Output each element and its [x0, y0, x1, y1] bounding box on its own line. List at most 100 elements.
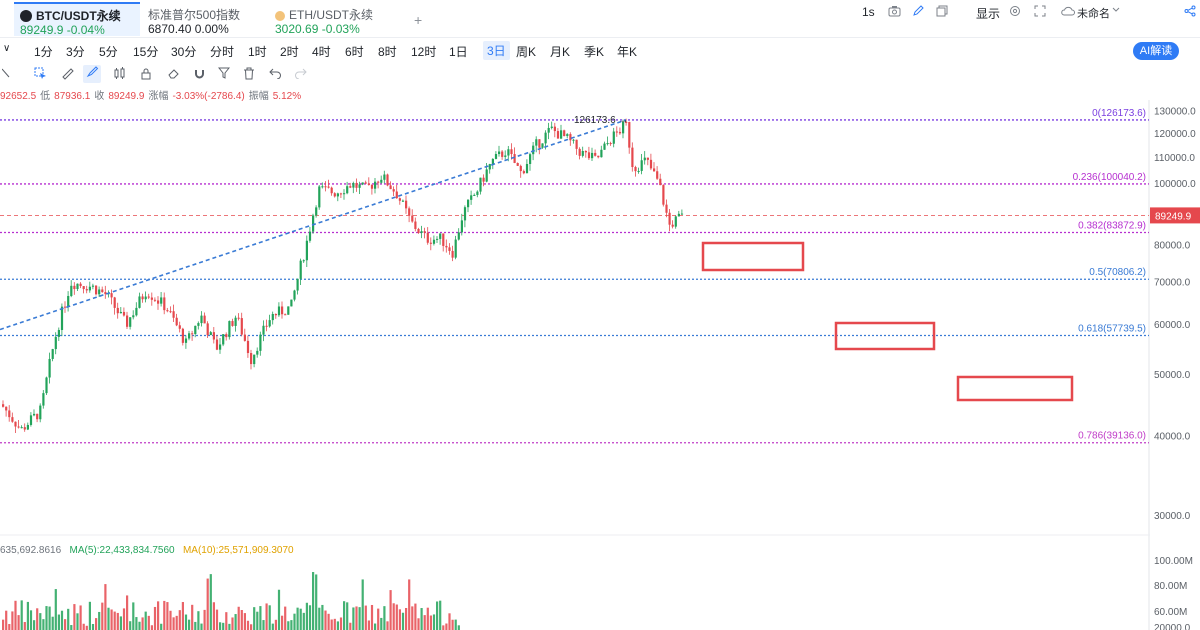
fullscreen-icon[interactable] — [1033, 5, 1047, 19]
lock-icon[interactable] — [139, 67, 153, 81]
candle-body — [253, 354, 256, 365]
candle-body — [336, 193, 339, 197]
candle-body — [153, 299, 157, 301]
ai-interpret-button[interactable]: AI解读 — [1133, 42, 1179, 60]
volume-bar — [110, 609, 113, 630]
volume-bar — [395, 604, 398, 630]
trash-icon[interactable] — [242, 67, 256, 81]
interval-2[interactable]: 5分 — [99, 45, 118, 59]
price-chart[interactable]: 0(126173.6) 0.236(100040.2) 0.382(83872.9)… — [0, 100, 1200, 630]
cloud-icon[interactable] — [1061, 5, 1075, 19]
candle-body — [296, 278, 299, 291]
fib-label: 0.382(83872.9) — [1078, 221, 1146, 232]
candle-body — [510, 149, 513, 155]
volume-bar — [45, 606, 48, 630]
interval-3[interactable]: 15分 — [133, 45, 159, 59]
volume-bar — [401, 612, 405, 630]
volume-bar — [178, 610, 181, 630]
interval-4[interactable]: 30分 — [171, 45, 197, 59]
candle-body — [315, 207, 318, 216]
tab-spx[interactable]: 标准普尔500指数 6870.40 0.00% — [148, 3, 268, 37]
interval-14[interactable]: 周K — [516, 45, 537, 59]
volume-bar — [231, 617, 234, 630]
candle-body — [256, 350, 259, 355]
candle-body — [504, 155, 507, 157]
candle-body — [101, 289, 104, 293]
volume-bar — [197, 611, 200, 630]
select-tool-icon[interactable] — [33, 67, 47, 81]
interval-15[interactable]: 月K — [550, 45, 571, 59]
add-tab-icon[interactable]: + — [414, 12, 423, 28]
fib-label: 0(126173.6) — [1092, 108, 1146, 119]
magnet-icon[interactable] — [192, 67, 206, 81]
interval-1[interactable]: 3分 — [66, 45, 85, 59]
fib-label: 0.786(39136.0) — [1078, 431, 1146, 442]
candle-body — [426, 232, 429, 243]
volume-value: 635,692.8616 — [0, 545, 62, 556]
highlight-box — [701, 241, 805, 272]
interval-13[interactable]: 3日 — [483, 41, 510, 60]
copy-icon[interactable] — [935, 5, 949, 19]
chevron-down-icon[interactable] — [1109, 5, 1123, 19]
candle-body — [364, 182, 367, 184]
interval-8[interactable]: 4时 — [312, 45, 331, 59]
volume-ma5: MA(5):22,433,834.7560 — [69, 545, 175, 556]
undo-icon[interactable] — [268, 67, 282, 81]
candle-body — [380, 179, 383, 183]
filter-icon[interactable] — [217, 67, 231, 81]
volume-bar — [225, 612, 228, 630]
volume-bar — [14, 600, 17, 630]
candle-body — [560, 130, 563, 139]
candle-tool-icon[interactable] — [112, 67, 126, 81]
candle-body — [556, 131, 560, 139]
volume-bar — [284, 606, 287, 630]
candle-body — [268, 320, 271, 327]
ruler-icon[interactable] — [60, 67, 74, 81]
interval-10[interactable]: 8时 — [378, 45, 397, 59]
interval-17[interactable]: 年K — [617, 45, 638, 59]
volume-bar — [138, 621, 141, 630]
camera-icon[interactable] — [887, 5, 901, 19]
layout-name[interactable]: 未命名 — [1077, 8, 1110, 20]
interval-9[interactable]: 6时 — [345, 45, 364, 59]
tab-btc[interactable]: BTC/USDT永续 89249.9 -0.04% — [14, 2, 140, 37]
price-axis[interactable]: 130000.0120000.0110000.0100000.090000.08… — [1150, 107, 1200, 630]
candle-body — [234, 317, 237, 326]
pen-icon[interactable] — [911, 5, 925, 19]
interval-6[interactable]: 1时 — [248, 45, 267, 59]
interval-11[interactable]: 12时 — [411, 45, 437, 59]
candle-body — [144, 296, 147, 300]
y-tick-label: 80000.0 — [1154, 241, 1191, 252]
brush-tool-icon[interactable] — [83, 65, 101, 83]
speed-selector[interactable]: 1s — [862, 5, 875, 19]
tab-eth[interactable]: ETH/USDT永续 3020.69 -0.03% — [275, 3, 395, 37]
display-button[interactable]: 显示 — [976, 7, 1001, 21]
volume-bar — [5, 610, 8, 630]
interval-7[interactable]: 2时 — [280, 45, 299, 59]
volume-bar — [88, 601, 91, 630]
volume-bar — [414, 603, 417, 630]
interval-16[interactable]: 季K — [584, 45, 605, 59]
candle-body — [603, 143, 606, 150]
volume-bar — [318, 607, 321, 630]
eraser-icon[interactable] — [166, 67, 180, 81]
interval-5[interactable]: 分时 — [210, 45, 235, 59]
candle-body — [535, 139, 538, 146]
share-icon[interactable] — [1183, 5, 1197, 19]
volume-bar — [98, 611, 101, 630]
candle-body — [417, 228, 420, 233]
amplitude-value: 5.12% — [272, 91, 302, 102]
candle-body — [377, 181, 380, 183]
candle-body — [203, 315, 206, 324]
volume-bar — [212, 602, 215, 630]
interval-12[interactable]: 1日 — [449, 45, 468, 59]
volume-bar — [172, 617, 175, 630]
chevron-down-icon[interactable]: ∨ — [3, 43, 11, 54]
volume-bar — [290, 620, 293, 630]
redo-icon[interactable] — [293, 67, 307, 81]
interval-0[interactable]: 1分 — [34, 45, 53, 59]
settings-icon[interactable] — [1008, 5, 1022, 19]
line-tool-icon[interactable] — [0, 67, 14, 81]
candle-body — [584, 150, 587, 153]
volume-bar — [194, 621, 197, 630]
